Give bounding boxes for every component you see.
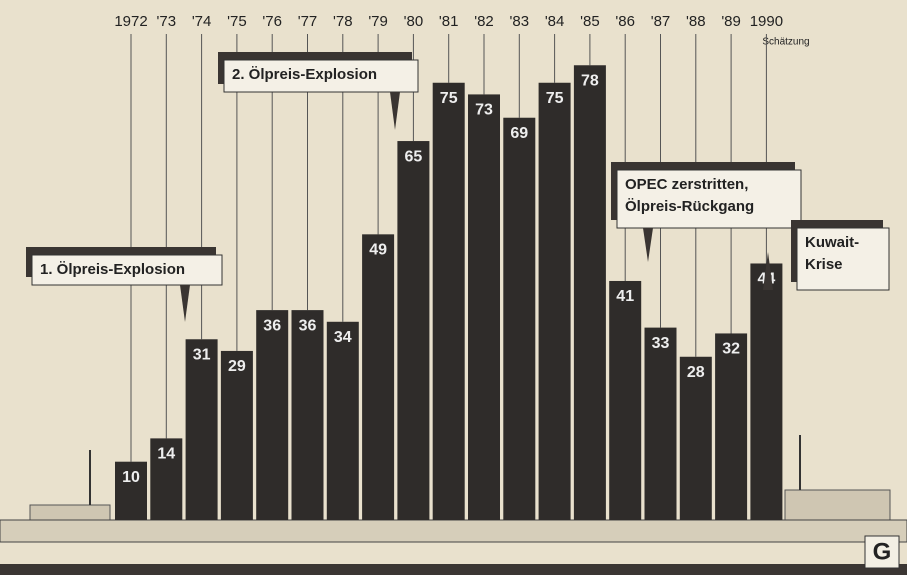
bar [609,280,642,520]
logo: G [873,538,892,565]
bar [503,117,536,520]
bar [538,82,571,520]
bar [750,263,783,520]
x-tick-label: '82 [474,13,494,30]
note: Schätzung [762,37,809,48]
value-label: 75 [546,90,564,107]
x-tick-label: '85 [580,13,600,30]
bar [679,356,712,520]
x-tick-label: '81 [439,13,459,30]
bar [644,327,677,520]
x-tick-label: '76 [262,13,282,30]
x-tick-label: '83 [510,13,530,30]
x-tick-label: 1972 [114,13,147,30]
x-tick-label: '74 [192,13,212,30]
bar [256,310,289,520]
value-label: 28 [687,364,705,381]
value-label: 41 [616,288,634,305]
bar [291,310,324,520]
bar [115,461,147,520]
value-label: 36 [299,317,317,334]
annotation-box [796,227,890,291]
x-tick-label: '89 [721,13,741,30]
logo-box [864,535,900,569]
x-tick-label: '88 [686,13,706,30]
x-tick-label: '77 [298,13,318,30]
bar [362,234,395,520]
x-tick-label: '86 [615,13,635,30]
annotation-pointer [390,92,400,130]
value-label: 69 [510,125,528,142]
value-label: 73 [475,102,493,119]
value-label: 65 [405,148,423,165]
value-label: 78 [581,72,599,89]
value-label: 49 [369,242,387,259]
ground-band [0,519,907,543]
annotation-box [223,59,419,93]
bar [185,339,218,520]
bar [397,141,430,521]
x-tick-label: '73 [157,13,177,30]
annotation-text: 1. Ölpreis-Explosion [40,261,185,278]
bar [468,94,500,520]
bar [432,82,465,520]
x-tick-label: '78 [333,13,353,30]
value-label: 34 [334,329,352,346]
bar [150,438,183,520]
value-label: 36 [263,317,281,334]
x-tick-label: '75 [227,13,247,30]
bars: 1972 10 '73 14 '74 31 '75 29 '76 36 '77 36 '78 34 '79 4… [114,13,783,521]
annotation-pointer [763,252,773,290]
x-tick-label: '87 [651,13,671,30]
annotation-text: OPEC zerstritten, [625,176,748,193]
value-label: 33 [652,335,670,352]
value-label: 10 [122,469,140,486]
bottom-bar [0,564,907,575]
value-label: 32 [722,341,740,358]
value-label: 14 [157,446,175,463]
annotations: 1. Ölpreis-Explosion 2. Ölpreis-Explosion… [26,52,890,322]
value-label: 31 [193,346,211,363]
bar [573,65,606,520]
annotation-text: Ölpreis-Rückgang [625,198,754,215]
annotation-text: Krise [805,256,843,273]
bar [326,321,359,520]
annotation-text: Kuwait- [805,234,859,251]
x-tick-label: '84 [545,13,565,30]
x-tick-label: '80 [404,13,424,30]
annotation-text: 2. Ölpreis-Explosion [232,66,377,83]
bar [220,350,253,520]
bar [715,333,748,520]
annotation-box [31,254,223,286]
value-label: 75 [440,90,458,107]
x-tick-label: '79 [368,13,388,30]
annotation-box [616,169,802,229]
annotation-pointer [180,285,190,322]
value-label: 29 [228,358,246,375]
annotation-pointer [643,228,653,262]
x-tick-label: 1990 [750,13,783,30]
